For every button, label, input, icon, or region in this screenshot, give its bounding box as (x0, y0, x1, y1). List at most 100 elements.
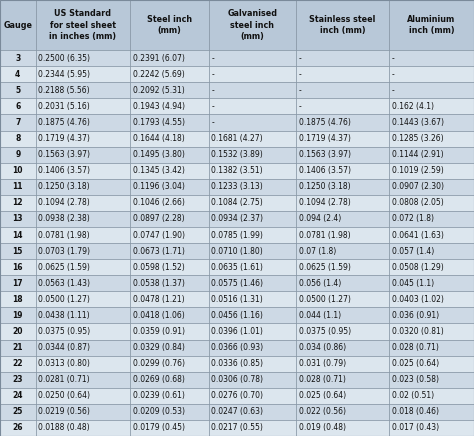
Bar (36, 163, 130, 179)
Bar (0, 227, 36, 243)
Text: US Standard
for steel sheet
in inches (mm): US Standard for steel sheet in inches (m… (49, 10, 117, 41)
Text: 0.0281 (0.71): 0.0281 (0.71) (38, 375, 90, 384)
Text: 0.0907 (2.30): 0.0907 (2.30) (392, 182, 444, 191)
Bar (36, 99, 130, 114)
Text: 0.0703 (1.79): 0.0703 (1.79) (38, 247, 91, 255)
Text: 0.2500 (6.35): 0.2500 (6.35) (38, 54, 91, 63)
Bar (296, 211, 389, 227)
Text: 0.1084 (2.75): 0.1084 (2.75) (211, 198, 263, 208)
Bar (36, 356, 130, 371)
Text: 0.1563 (3.97): 0.1563 (3.97) (299, 150, 351, 159)
Bar (389, 163, 474, 179)
Text: 0.0747 (1.90): 0.0747 (1.90) (133, 231, 185, 239)
Bar (36, 82, 130, 99)
Text: 13: 13 (12, 215, 23, 224)
Bar (296, 0, 389, 50)
Bar (130, 388, 209, 404)
Text: 0.2031 (5.16): 0.2031 (5.16) (38, 102, 90, 111)
Bar (209, 388, 296, 404)
Bar (36, 195, 130, 211)
Bar (130, 275, 209, 291)
Text: 24: 24 (12, 391, 23, 400)
Bar (389, 307, 474, 324)
Text: 0.0785 (1.99): 0.0785 (1.99) (211, 231, 263, 239)
Text: 0.0396 (1.01): 0.0396 (1.01) (211, 327, 263, 336)
Text: 9: 9 (15, 150, 20, 159)
Bar (389, 356, 474, 371)
Bar (0, 404, 36, 420)
Bar (209, 243, 296, 259)
Bar (209, 163, 296, 179)
Bar (36, 307, 130, 324)
Text: 0.044 (1.1): 0.044 (1.1) (299, 311, 341, 320)
Text: 0.0329 (0.84): 0.0329 (0.84) (133, 343, 185, 352)
Bar (130, 307, 209, 324)
Text: 0.0710 (1.80): 0.0710 (1.80) (211, 247, 263, 255)
Bar (0, 195, 36, 211)
Bar (0, 211, 36, 227)
Bar (130, 179, 209, 195)
Bar (389, 340, 474, 356)
Text: 22: 22 (12, 359, 23, 368)
Bar (209, 130, 296, 146)
Text: 0.1875 (4.76): 0.1875 (4.76) (38, 118, 90, 127)
Text: 0.1285 (3.26): 0.1285 (3.26) (392, 134, 443, 143)
Text: 14: 14 (12, 231, 23, 239)
Text: 3: 3 (15, 54, 20, 63)
Text: -: - (299, 70, 302, 79)
Text: 0.1250 (3.18): 0.1250 (3.18) (38, 182, 90, 191)
Bar (0, 114, 36, 130)
Bar (130, 211, 209, 227)
Bar (296, 130, 389, 146)
Text: 0.1495 (3.80): 0.1495 (3.80) (133, 150, 185, 159)
Text: 0.0938 (2.38): 0.0938 (2.38) (38, 215, 90, 224)
Text: 0.0418 (1.06): 0.0418 (1.06) (133, 311, 185, 320)
Bar (0, 50, 36, 66)
Text: 0.0269 (0.68): 0.0269 (0.68) (133, 375, 185, 384)
Text: -: - (392, 70, 394, 79)
Bar (296, 179, 389, 195)
Text: 0.1719 (4.37): 0.1719 (4.37) (299, 134, 351, 143)
Bar (36, 275, 130, 291)
Bar (296, 146, 389, 163)
Bar (0, 0, 36, 50)
Text: 0.034 (0.86): 0.034 (0.86) (299, 343, 346, 352)
Text: Gauge: Gauge (3, 20, 32, 30)
Bar (389, 195, 474, 211)
Bar (130, 324, 209, 340)
Bar (130, 0, 209, 50)
Bar (209, 340, 296, 356)
Bar (296, 356, 389, 371)
Bar (36, 179, 130, 195)
Bar (36, 130, 130, 146)
Bar (209, 307, 296, 324)
Text: 0.023 (0.58): 0.023 (0.58) (392, 375, 438, 384)
Text: 0.0934 (2.37): 0.0934 (2.37) (211, 215, 264, 224)
Bar (296, 50, 389, 66)
Bar (209, 259, 296, 275)
Text: 0.0188 (0.48): 0.0188 (0.48) (38, 423, 90, 433)
Text: 0.0375 (0.95): 0.0375 (0.95) (38, 327, 91, 336)
Bar (389, 404, 474, 420)
Text: 0.1233 (3.13): 0.1233 (3.13) (211, 182, 263, 191)
Text: 0.1144 (2.91): 0.1144 (2.91) (392, 150, 443, 159)
Text: 0.1345 (3.42): 0.1345 (3.42) (133, 166, 185, 175)
Bar (209, 275, 296, 291)
Text: 0.2188 (5.56): 0.2188 (5.56) (38, 86, 90, 95)
Text: 0.018 (0.46): 0.018 (0.46) (392, 407, 438, 416)
Text: 0.1443 (3.67): 0.1443 (3.67) (392, 118, 444, 127)
Bar (36, 259, 130, 275)
Text: -: - (299, 102, 302, 111)
Text: 0.0673 (1.71): 0.0673 (1.71) (133, 247, 185, 255)
Bar (209, 146, 296, 163)
Bar (389, 179, 474, 195)
Bar (130, 291, 209, 307)
Bar (389, 291, 474, 307)
Text: 0.1563 (3.97): 0.1563 (3.97) (38, 150, 91, 159)
Text: 0.0250 (0.64): 0.0250 (0.64) (38, 391, 91, 400)
Bar (389, 0, 474, 50)
Bar (0, 324, 36, 340)
Bar (296, 307, 389, 324)
Bar (0, 146, 36, 163)
Bar (296, 388, 389, 404)
